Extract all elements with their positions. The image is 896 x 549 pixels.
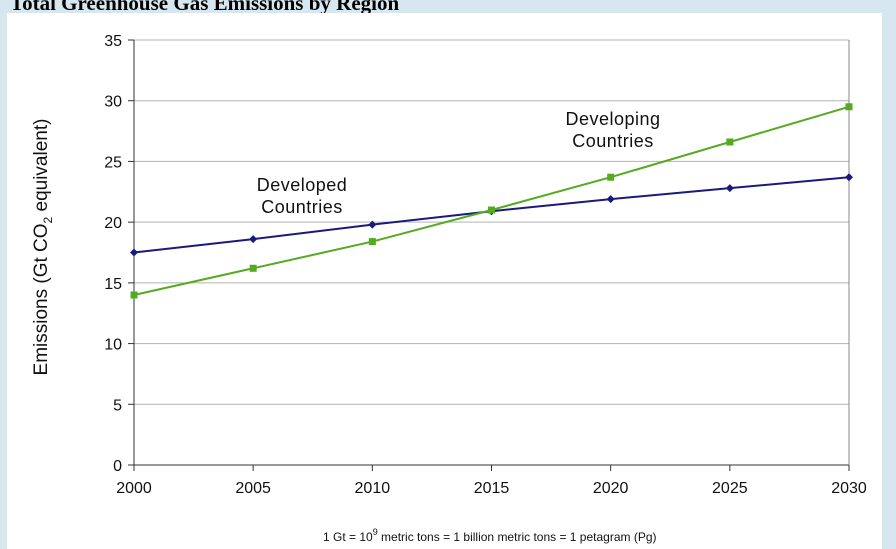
- series-layer: [130, 103, 853, 299]
- series-1-point-2000: [130, 291, 138, 299]
- footnote: 1 Gt = 109 metric tons = 1 billion metri…: [323, 527, 657, 544]
- grid-lines: [134, 39, 849, 405]
- y-tick-label-30: 30: [104, 94, 122, 111]
- chart-panel: 0 5 10 15 20 25 30 35 2000 2005 2010 2015 2020 2025 2…: [7, 13, 882, 549]
- series-0-point-2010: [368, 220, 377, 229]
- series-0-point-2030: [845, 173, 853, 182]
- series-0-point-2000: [130, 248, 138, 257]
- x-tick-label-2025: 2025: [712, 480, 748, 497]
- x-axis-ticks: 2000 2005 2010 2015 2020 2025 2030: [116, 465, 867, 497]
- series-label-0: Developed Countries: [257, 175, 348, 217]
- series-1-point-2030: [845, 103, 853, 111]
- y-tick-label-35: 35: [104, 33, 122, 50]
- y-axis-label-subscript: 2: [41, 216, 55, 223]
- x-tick-label-2020: 2020: [593, 480, 629, 497]
- series-0-point-2025: [725, 184, 734, 193]
- y-tick-label-5: 5: [113, 397, 122, 414]
- y-axis-ticks: 0 5 10 15 20 25 30 35: [104, 33, 134, 475]
- series-label-0-line-0: Developed: [257, 175, 348, 195]
- x-tick-label-2015: 2015: [474, 480, 510, 497]
- y-tick-label-25: 25: [104, 154, 122, 171]
- series-1-point-2015: [488, 206, 495, 214]
- series-1-point-2020: [607, 173, 615, 181]
- x-tick-label-2000: 2000: [116, 480, 152, 497]
- series-1-point-2005: [249, 264, 257, 272]
- footnote-part1: 1 Gt = 10: [323, 530, 373, 544]
- series-label-1: Developing Countries: [565, 109, 660, 151]
- axes: [133, 40, 850, 466]
- y-tick-label-20: 20: [104, 215, 122, 232]
- series-label-1-line-1: Countries: [572, 131, 654, 151]
- y-axis-label-main: Emissions (Gt CO: [31, 223, 52, 375]
- x-tick-label-2005: 2005: [235, 480, 271, 497]
- y-tick-label-0: 0: [113, 458, 122, 475]
- series-1-point-2010: [368, 238, 376, 246]
- series-1-point-2025: [726, 138, 734, 146]
- page-title: Total Greenhouse Gas Emissions by Region: [10, 0, 400, 15]
- y-axis-label-rest: equivalent): [31, 119, 52, 217]
- series-line-1: [133, 105, 850, 296]
- footnote-part2: metric tons = 1 billion metric tons = 1 …: [378, 530, 657, 544]
- y-tick-label-10: 10: [104, 337, 122, 354]
- x-tick-label-2010: 2010: [355, 480, 391, 497]
- series-0-point-2005: [249, 235, 258, 244]
- series-label-1-line-0: Developing: [565, 109, 660, 129]
- y-axis-label: Emissions (Gt CO2 equivalent): [31, 119, 55, 376]
- series-label-0-line-1: Countries: [261, 197, 343, 217]
- footnote-superscript: 9: [373, 527, 378, 537]
- x-tick-label-2030: 2030: [831, 480, 867, 497]
- series-0-point-2020: [606, 195, 615, 204]
- y-tick-label-15: 15: [104, 276, 122, 293]
